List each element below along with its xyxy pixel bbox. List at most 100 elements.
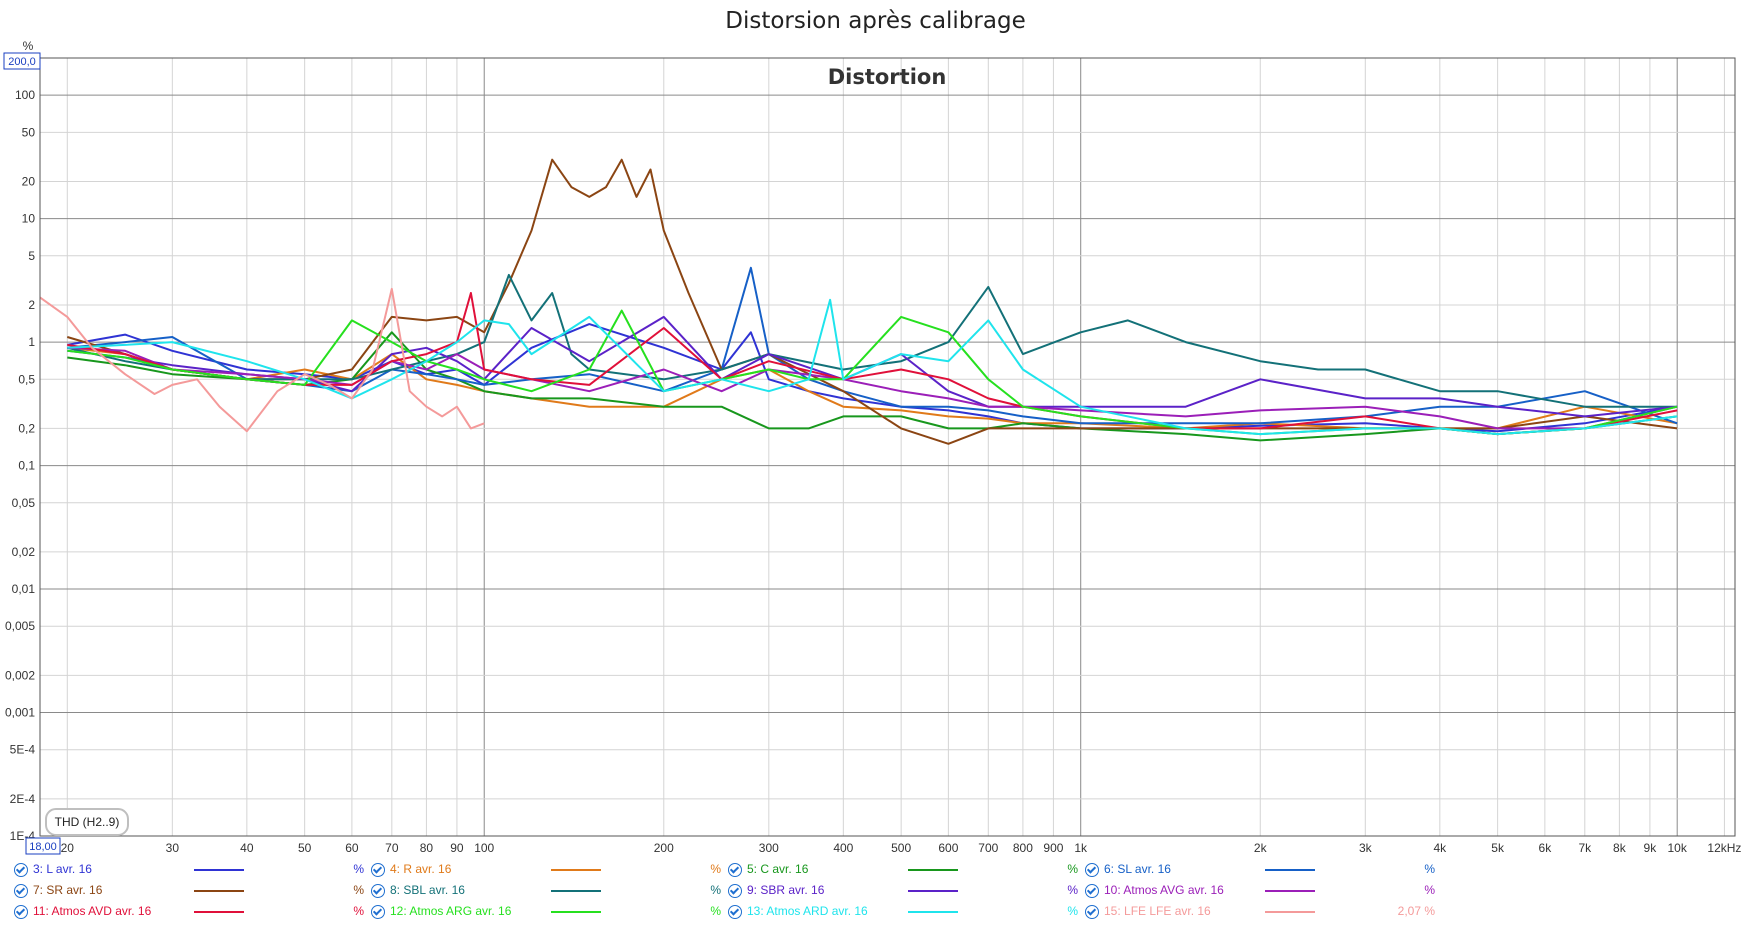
thd-mode-button[interactable]: THD (H2..9) (45, 808, 129, 836)
legend-label: 4: R avr. 16 (390, 862, 452, 876)
legend-label: 5: C avr. 16 (747, 862, 809, 876)
x-tick-label: 1k (1074, 841, 1088, 855)
x-tick-label: 4k (1433, 841, 1447, 855)
legend-item[interactable]: 7: SR avr. 16% (14, 881, 366, 901)
series-visibility-checkbox[interactable] (1085, 884, 1099, 898)
y-unit-label: % (23, 39, 34, 53)
legend-value: % (710, 883, 721, 897)
legend-value: % (1067, 904, 1078, 918)
plot-grid (40, 58, 1735, 837)
x-tick-label: 90 (450, 841, 464, 855)
legend-label: 15: LFE LFE avr. 16 (1104, 904, 1211, 918)
y-tick-label: 2 (28, 298, 35, 312)
legend-swatch (194, 890, 244, 892)
legend-value: % (353, 883, 364, 897)
x-tick-label: 400 (833, 841, 853, 855)
x-tick-label: 70 (385, 841, 399, 855)
legend-label: 6: SL avr. 16 (1104, 862, 1171, 876)
x-tick-label: 300 (759, 841, 779, 855)
series-visibility-checkbox[interactable] (14, 863, 28, 877)
x-tick-label: 800 (1013, 841, 1033, 855)
x-tick-label: 7k (1578, 841, 1592, 855)
x-axis-ticks: 20 30 40 50 60 70 80 90 100 200 300 400 500 600 700 800… (61, 841, 1742, 855)
legend-value: % (1067, 883, 1078, 897)
legend-swatch (194, 911, 244, 913)
legend-swatch (194, 869, 244, 871)
legend-swatch (908, 911, 958, 913)
x-tick-label: 3k (1359, 841, 1373, 855)
series-visibility-checkbox[interactable] (1085, 905, 1099, 919)
y-tick-label: 50 (22, 125, 36, 139)
x-tick-label: 40 (240, 841, 254, 855)
series-line-12 (39, 287, 485, 433)
y-tick-label: 0,02 (12, 545, 36, 559)
y-tick-label: 2E-4 (10, 792, 36, 806)
chart-title: Distortion (828, 65, 947, 89)
x-tick-label: 60 (345, 841, 359, 855)
y-tick-label: 5E-4 (10, 743, 36, 757)
series-visibility-checkbox[interactable] (1085, 863, 1099, 877)
legend-label: 8: SBL avr. 16 (390, 883, 465, 897)
x-tick-label: 600 (938, 841, 958, 855)
legend-item[interactable]: 6: SL avr. 16% (1085, 860, 1437, 880)
y-tick-label: 0,002 (5, 668, 35, 682)
series-visibility-checkbox[interactable] (371, 863, 385, 877)
x-tick-label: 9k (1644, 841, 1658, 855)
legend-swatch (551, 911, 601, 913)
legend-label: 3: L avr. 16 (33, 862, 92, 876)
xmin-input-box[interactable] (25, 837, 61, 855)
legend-value: 2,07 % (1397, 904, 1435, 918)
legend-value: % (1424, 862, 1435, 876)
y-tick-label: 0,2 (18, 421, 35, 435)
series-visibility-checkbox[interactable] (14, 884, 28, 898)
ymax-input-box[interactable] (3, 52, 41, 70)
legend-item[interactable]: 3: L avr. 16% (14, 860, 366, 880)
y-tick-label: 0,5 (18, 372, 35, 386)
series-visibility-checkbox[interactable] (371, 905, 385, 919)
plot-frame (39, 57, 1736, 837)
legend-label: 11: Atmos AVD avr. 16 (33, 904, 152, 918)
legend-value: % (353, 904, 364, 918)
legend-swatch (1265, 890, 1315, 892)
legend-item[interactable]: 15: LFE LFE avr. 16 2,07 % (1085, 902, 1437, 922)
legend-swatch (551, 869, 601, 871)
x-tick-label: 6k (1539, 841, 1553, 855)
series-visibility-checkbox[interactable] (728, 884, 742, 898)
legend-swatch (908, 869, 958, 871)
series-visibility-checkbox[interactable] (728, 905, 742, 919)
legend-value: % (1067, 862, 1078, 876)
x-tick-label: 500 (891, 841, 911, 855)
legend-item[interactable]: 13: Atmos ARD avr. 16% (728, 902, 1080, 922)
series-visibility-checkbox[interactable] (14, 905, 28, 919)
legend-label: 7: SR avr. 16 (33, 883, 103, 897)
legend-label: 12: Atmos ARG avr. 16 (390, 904, 512, 918)
legend: 3: L avr. 16% 4: R avr. 16% 5: C avr. 16% 6… (0, 860, 1751, 928)
y-tick-label: 100 (15, 88, 35, 102)
legend-label: 9: SBR avr. 16 (747, 883, 825, 897)
x-tick-label: 30 (166, 841, 180, 855)
legend-item[interactable]: 4: R avr. 16% (371, 860, 723, 880)
series-visibility-checkbox[interactable] (371, 884, 385, 898)
x-tick-label: 100 (474, 841, 494, 855)
x-tick-label: 50 (298, 841, 312, 855)
legend-item[interactable]: 8: SBL avr. 16% (371, 881, 723, 901)
xmin-input[interactable]: 18,00 (29, 841, 57, 853)
legend-swatch (908, 890, 958, 892)
x-tick-label: 12kHz (1707, 841, 1741, 855)
distortion-chart: 100 50 20 10 5 2 1 0,5 0,2 0,1 0,05 0,02 0,01 0,005 0,… (3, 39, 1742, 855)
y-tick-label: 0,001 (5, 706, 35, 720)
x-tick-label: 20 (61, 841, 75, 855)
legend-item[interactable]: 9: SBR avr. 16% (728, 881, 1080, 901)
x-tick-label: 80 (420, 841, 434, 855)
x-tick-label: 2k (1254, 841, 1268, 855)
legend-item[interactable]: 12: Atmos ARG avr. 16% (371, 902, 723, 922)
series-visibility-checkbox[interactable] (728, 863, 742, 877)
y-tick-label: 20 (22, 174, 36, 188)
legend-item[interactable]: 11: Atmos AVD avr. 16% (14, 902, 366, 922)
ymax-input[interactable]: 200,0 (8, 56, 36, 68)
legend-item[interactable]: 10: Atmos AVG avr. 16% (1085, 881, 1437, 901)
plot-background (40, 58, 1735, 836)
legend-label: 13: Atmos ARD avr. 16 (747, 904, 868, 918)
y-tick-label: 10 (22, 212, 36, 226)
legend-item[interactable]: 5: C avr. 16% (728, 860, 1080, 880)
